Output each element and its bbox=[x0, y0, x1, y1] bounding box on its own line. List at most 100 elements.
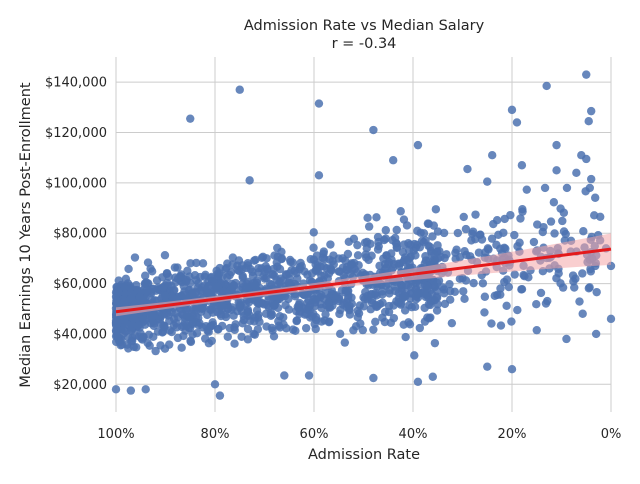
data-point bbox=[379, 254, 388, 263]
data-point bbox=[237, 332, 246, 342]
data-point bbox=[353, 240, 362, 250]
data-point bbox=[425, 242, 435, 252]
data-point bbox=[507, 317, 516, 326]
data-point bbox=[325, 317, 334, 326]
data-point bbox=[569, 277, 578, 286]
data-point bbox=[373, 245, 383, 254]
data-point bbox=[361, 253, 371, 262]
data-point bbox=[353, 251, 363, 260]
data-point bbox=[179, 331, 188, 341]
data-point bbox=[126, 386, 136, 395]
data-point bbox=[552, 166, 561, 175]
data-point bbox=[404, 239, 413, 248]
data-point bbox=[380, 317, 390, 327]
data-point bbox=[510, 230, 519, 240]
data-point bbox=[151, 346, 160, 356]
y-tick-label: $80,000 bbox=[53, 227, 107, 242]
data-point bbox=[529, 237, 539, 247]
y-tick-label: $120,000 bbox=[45, 126, 107, 141]
data-point bbox=[363, 213, 372, 222]
data-point bbox=[378, 287, 387, 296]
data-point bbox=[541, 299, 551, 308]
data-point bbox=[536, 288, 546, 298]
data-point bbox=[223, 304, 233, 313]
data-point bbox=[575, 297, 584, 306]
data-point bbox=[415, 323, 425, 333]
data-point bbox=[235, 85, 244, 94]
data-point bbox=[353, 313, 362, 322]
data-point bbox=[404, 318, 413, 327]
data-point bbox=[559, 227, 569, 236]
data-point bbox=[502, 275, 512, 284]
data-point bbox=[496, 284, 505, 293]
data-point bbox=[124, 264, 133, 274]
data-point bbox=[483, 177, 492, 186]
data-point bbox=[432, 306, 442, 315]
data-point bbox=[203, 310, 212, 320]
data-point bbox=[280, 371, 289, 380]
data-point bbox=[120, 297, 129, 306]
data-point bbox=[390, 286, 400, 296]
data-point bbox=[262, 322, 271, 331]
data-point bbox=[216, 311, 226, 321]
data-point bbox=[421, 292, 430, 302]
data-point bbox=[238, 261, 247, 270]
data-point bbox=[244, 283, 254, 292]
data-point bbox=[343, 287, 352, 296]
data-point bbox=[578, 269, 587, 278]
data-point bbox=[218, 321, 227, 331]
data-point bbox=[318, 253, 328, 262]
data-point bbox=[186, 259, 195, 268]
data-point bbox=[550, 229, 559, 238]
data-point bbox=[394, 298, 403, 307]
data-point bbox=[212, 300, 221, 310]
data-point bbox=[375, 261, 384, 270]
data-point bbox=[304, 371, 314, 380]
data-point bbox=[410, 302, 420, 312]
data-point bbox=[293, 274, 302, 283]
data-point bbox=[243, 305, 253, 315]
data-point bbox=[292, 316, 301, 326]
data-point bbox=[261, 261, 270, 271]
data-point bbox=[314, 171, 324, 180]
data-point bbox=[161, 291, 170, 301]
data-point bbox=[183, 266, 192, 276]
x-tick-label: 100% bbox=[97, 427, 134, 442]
data-point bbox=[562, 334, 571, 344]
y-axis-label: Median Earnings 10 Years Post-Enrollment bbox=[18, 82, 34, 388]
data-point bbox=[130, 253, 140, 262]
data-point bbox=[155, 315, 165, 324]
data-point bbox=[517, 161, 527, 170]
data-point bbox=[200, 281, 210, 290]
data-point bbox=[172, 323, 182, 332]
data-point bbox=[227, 282, 237, 292]
data-point bbox=[596, 212, 605, 222]
data-point bbox=[558, 216, 567, 226]
data-point bbox=[423, 313, 432, 322]
data-point bbox=[522, 185, 531, 194]
data-point bbox=[114, 288, 123, 297]
data-point bbox=[432, 286, 442, 296]
data-point bbox=[111, 385, 121, 394]
data-point bbox=[191, 318, 201, 327]
data-point bbox=[480, 308, 489, 317]
data-point bbox=[585, 183, 595, 193]
data-point bbox=[424, 300, 434, 309]
data-point bbox=[300, 267, 309, 276]
data-point bbox=[119, 329, 128, 338]
data-point bbox=[198, 304, 207, 314]
data-point bbox=[288, 258, 298, 267]
data-point bbox=[192, 329, 202, 338]
data-point bbox=[158, 327, 168, 336]
data-point bbox=[165, 340, 174, 349]
data-point bbox=[141, 385, 150, 394]
data-point bbox=[259, 272, 268, 281]
data-point bbox=[186, 337, 196, 347]
data-point bbox=[266, 311, 276, 320]
data-point bbox=[587, 106, 596, 116]
data-point bbox=[341, 256, 350, 265]
data-point bbox=[343, 249, 353, 259]
data-point bbox=[487, 234, 497, 243]
data-point bbox=[483, 362, 492, 371]
data-point bbox=[148, 312, 157, 322]
